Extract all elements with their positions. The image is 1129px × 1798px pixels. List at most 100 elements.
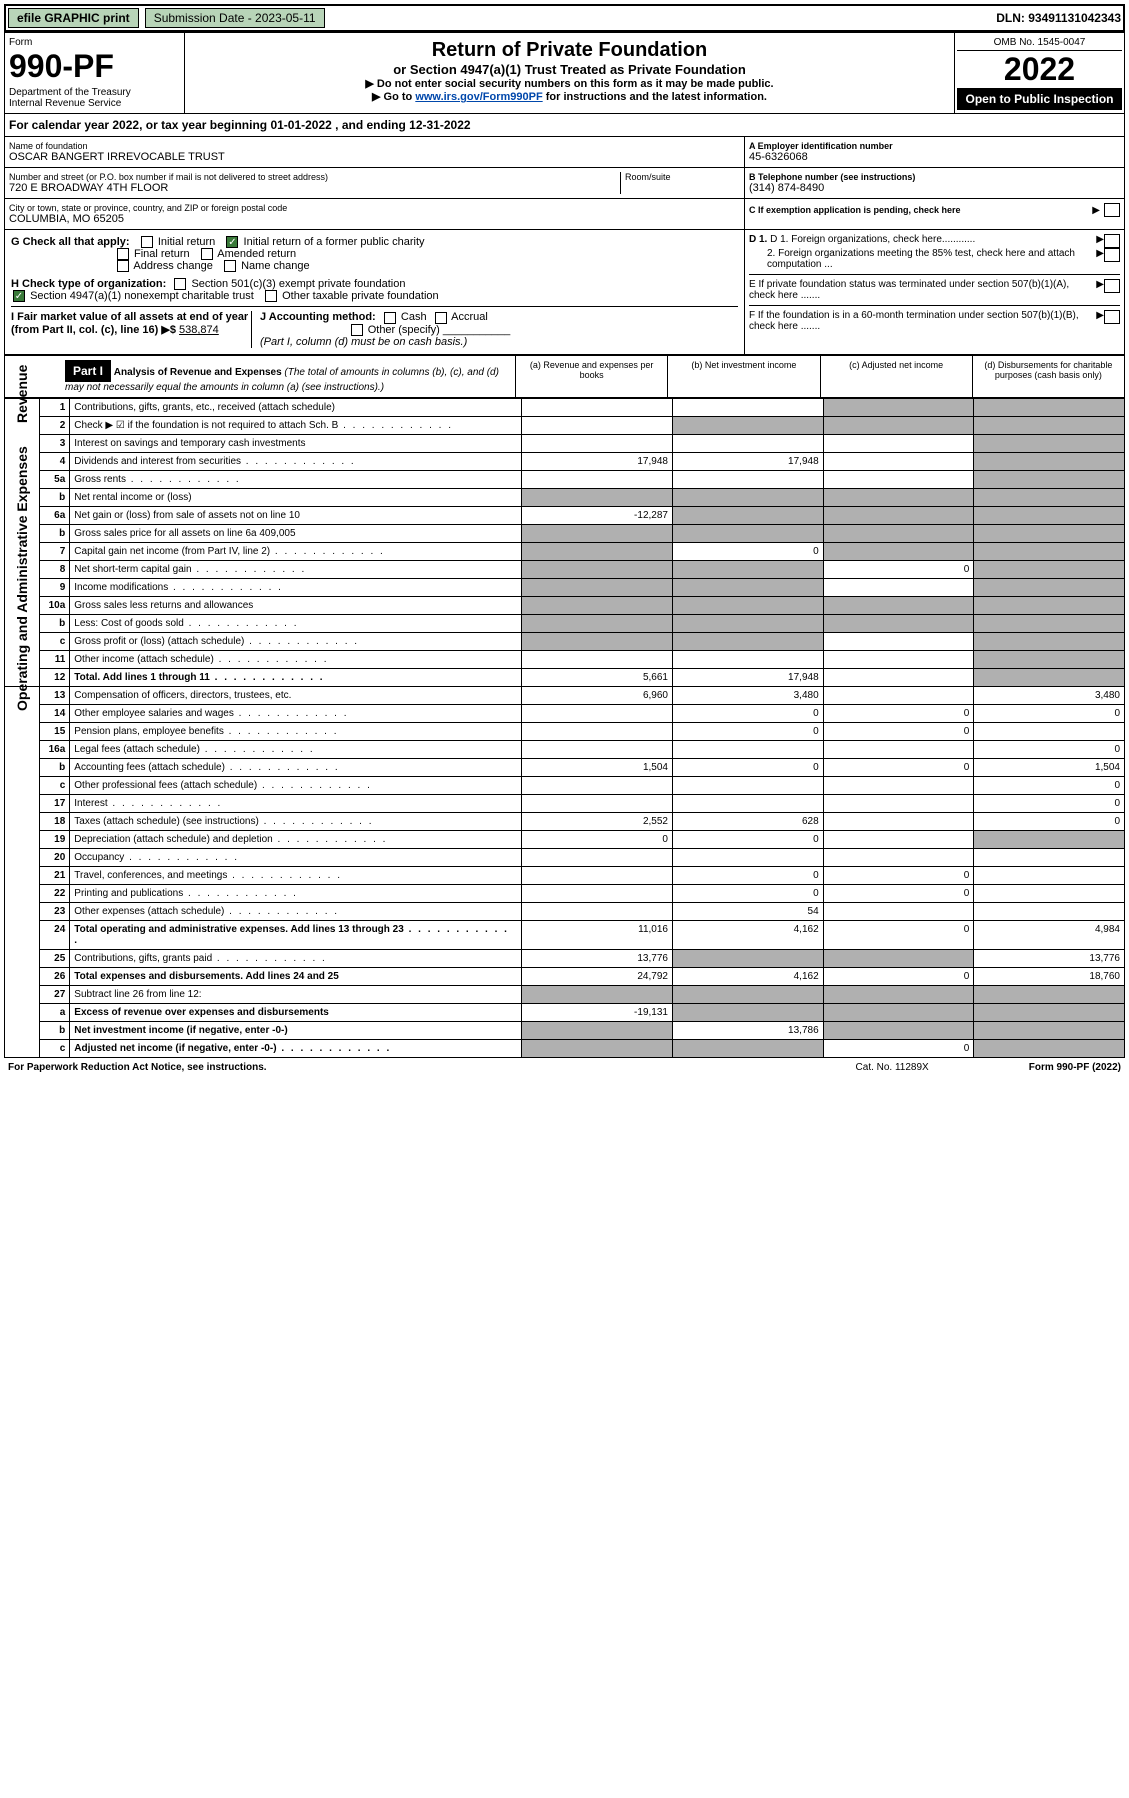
col-c-value: [823, 812, 974, 830]
col-d-value: [974, 722, 1125, 740]
col-b-value: [672, 1003, 823, 1021]
col-b-value: [672, 398, 823, 416]
col-b-value: 4,162: [672, 920, 823, 949]
table-row: aExcess of revenue over expenses and dis…: [5, 1003, 1125, 1021]
table-row: 5aGross rents: [5, 470, 1125, 488]
col-c-value: [823, 416, 974, 434]
line-number: 11: [40, 650, 70, 668]
col-a-value: 11,016: [522, 920, 673, 949]
c-checkbox[interactable]: [1104, 203, 1120, 217]
col-c-value: [823, 848, 974, 866]
line-description: Taxes (attach schedule) (see instruction…: [70, 812, 522, 830]
table-row: 8Net short-term capital gain0: [5, 560, 1125, 578]
d1-checkbox[interactable]: [1104, 234, 1120, 248]
line-description: Subtract line 26 from line 12:: [70, 985, 522, 1003]
col-a-value: 2,552: [522, 812, 673, 830]
top-bar: efile GRAPHIC print Submission Date - 20…: [4, 4, 1125, 32]
chk-address-change[interactable]: [117, 260, 129, 272]
open-inspection: Open to Public Inspection: [957, 88, 1122, 110]
chk-cash[interactable]: [384, 312, 396, 324]
line-description: Net rental income or (loss): [70, 488, 522, 506]
table-row: cAdjusted net income (if negative, enter…: [5, 1039, 1125, 1057]
col-c-value: [823, 470, 974, 488]
line-number: a: [40, 1003, 70, 1021]
col-b-header: (b) Net investment income: [667, 356, 819, 397]
part1-badge: Part I: [65, 360, 111, 382]
col-d-value: [974, 848, 1125, 866]
col-b-value: 0: [672, 830, 823, 848]
line-description: Contributions, gifts, grants paid: [70, 949, 522, 967]
col-b-value: 0: [672, 866, 823, 884]
line-number: c: [40, 632, 70, 650]
chk-initial-return[interactable]: [141, 236, 153, 248]
street-address: 720 E BROADWAY 4TH FLOOR: [9, 182, 620, 194]
col-a-value: [522, 596, 673, 614]
f-checkbox[interactable]: [1104, 310, 1120, 324]
line-description: Gross profit or (loss) (attach schedule): [70, 632, 522, 650]
city-label: City or town, state or province, country…: [9, 203, 740, 213]
col-d-value: [974, 1003, 1125, 1021]
line-description: Pension plans, employee benefits: [70, 722, 522, 740]
col-d-value: 0: [974, 704, 1125, 722]
line-number: b: [40, 614, 70, 632]
line-description: Interest on savings and temporary cash i…: [70, 434, 522, 452]
dept: Department of the Treasury Internal Reve…: [9, 87, 180, 109]
d2-checkbox[interactable]: [1104, 248, 1120, 262]
col-a-value: [522, 416, 673, 434]
col-b-value: [672, 578, 823, 596]
submission-date: Submission Date - 2023-05-11: [145, 8, 325, 28]
table-row: 22Printing and publications00: [5, 884, 1125, 902]
line-number: 18: [40, 812, 70, 830]
col-d-value: 18,760: [974, 967, 1125, 985]
table-row: 4Dividends and interest from securities1…: [5, 452, 1125, 470]
line-description: Total operating and administrative expen…: [70, 920, 522, 949]
line-description: Total. Add lines 1 through 11: [70, 668, 522, 686]
col-a-value: [522, 866, 673, 884]
col-c-value: [823, 452, 974, 470]
chk-other-taxable[interactable]: [265, 290, 277, 302]
ein: 45-6326068: [749, 151, 1120, 163]
table-row: 2Check ▶ ☑ if the foundation is not requ…: [5, 416, 1125, 434]
e-checkbox[interactable]: [1104, 279, 1120, 293]
line-number: 22: [40, 884, 70, 902]
form-url-link[interactable]: www.irs.gov/Form990PF: [415, 91, 542, 103]
col-d-value: 0: [974, 740, 1125, 758]
table-row: 12Total. Add lines 1 through 115,66117,9…: [5, 668, 1125, 686]
line-number: 25: [40, 949, 70, 967]
chk-amended[interactable]: [201, 248, 213, 260]
col-d-value: 0: [974, 794, 1125, 812]
line-description: Capital gain net income (from Part IV, l…: [70, 542, 522, 560]
col-b-value: [672, 949, 823, 967]
chk-name-change[interactable]: [224, 260, 236, 272]
col-d-value: [974, 1021, 1125, 1039]
chk-501c3[interactable]: [174, 278, 186, 290]
table-row: 9Income modifications: [5, 578, 1125, 596]
line-number: 15: [40, 722, 70, 740]
col-c-value: [823, 650, 974, 668]
line-number: 16a: [40, 740, 70, 758]
line-number: b: [40, 488, 70, 506]
chk-initial-former[interactable]: [226, 236, 238, 248]
table-row: 18Taxes (attach schedule) (see instructi…: [5, 812, 1125, 830]
ein-label: A Employer identification number: [749, 141, 1120, 151]
col-d-value: [974, 650, 1125, 668]
table-row: 20Occupancy: [5, 848, 1125, 866]
line-number: 1: [40, 398, 70, 416]
chk-final-return[interactable]: [117, 248, 129, 260]
col-d-value: 1,504: [974, 758, 1125, 776]
col-a-value: 13,776: [522, 949, 673, 967]
col-b-value: [672, 650, 823, 668]
col-b-value: 628: [672, 812, 823, 830]
line-description: Excess of revenue over expenses and disb…: [70, 1003, 522, 1021]
col-a-value: [522, 1039, 673, 1057]
col-c-value: [823, 794, 974, 812]
chk-other-method[interactable]: [351, 324, 363, 336]
col-c-value: 0: [823, 758, 974, 776]
col-a-value: [522, 524, 673, 542]
col-d-value: [974, 668, 1125, 686]
col-a-header: (a) Revenue and expenses per books: [515, 356, 667, 397]
line-number: 8: [40, 560, 70, 578]
chk-accrual[interactable]: [435, 312, 447, 324]
chk-4947a1[interactable]: [13, 290, 25, 302]
line-number: 26: [40, 967, 70, 985]
